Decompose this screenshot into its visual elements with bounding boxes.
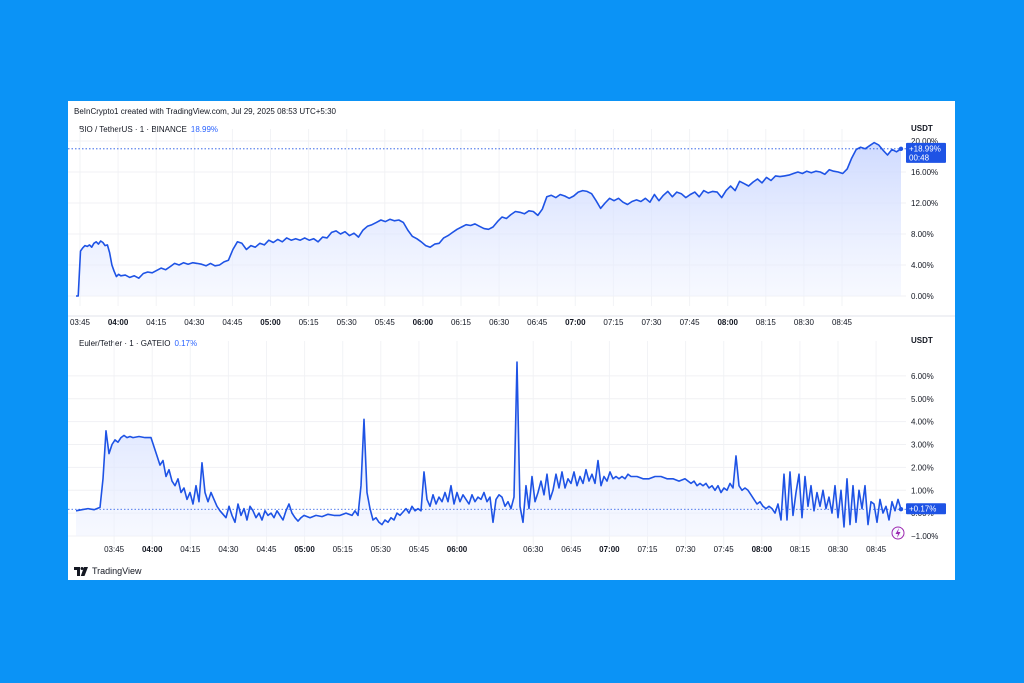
- bio-xtick-label-19: 08:30: [794, 318, 815, 327]
- bio-symbol: BIO / TetherUS · 1 · BINANCE: [79, 125, 187, 134]
- euler-xtick-label-15: 07:45: [714, 545, 735, 554]
- bio-last-point: [898, 146, 904, 152]
- euler-ytick-label-6: 5.00%: [911, 395, 934, 404]
- euler-ytick-label-7: 6.00%: [911, 372, 934, 381]
- euler-area: [76, 362, 901, 536]
- bio-xtick-label-8: 05:45: [375, 318, 396, 327]
- bio-series-line: [76, 141, 902, 297]
- euler-xtick-label-4: 04:45: [256, 545, 277, 554]
- lightning-icon-glyph: [895, 528, 901, 538]
- bio-last-price-label: +18.99%: [909, 144, 941, 153]
- lightning-icon: [891, 526, 905, 540]
- bio-ytick-label-4: 16.00%: [911, 168, 938, 177]
- euler-xtick-label-12: 07:00: [599, 545, 620, 554]
- euler-xtick-label-3: 04:30: [218, 545, 239, 554]
- bio-xtick-label-10: 06:15: [451, 318, 472, 327]
- bio-last-price-box: [906, 142, 946, 163]
- euler-xtick-label-14: 07:30: [676, 545, 697, 554]
- bio-area: [76, 142, 901, 296]
- tradingview-logo: TradingView: [74, 566, 142, 576]
- bio-change: 18.99%: [190, 125, 219, 134]
- bio-xtick-label-2: 04:15: [146, 318, 167, 327]
- euler-xtick-label-2: 04:15: [180, 545, 201, 554]
- bio-xtick-label-5: 05:00: [260, 318, 281, 327]
- bio-ytick-label-0: 0.00%: [911, 292, 934, 301]
- bio-ytick-label-2: 8.00%: [911, 230, 934, 239]
- euler-xtick-label-10: 06:30: [523, 545, 544, 554]
- bio-xtick-label-18: 08:15: [756, 318, 777, 327]
- chart-card: BeInCrypto1 created with TradingView.com…: [68, 101, 955, 580]
- euler-xtick-label-16: 08:00: [752, 545, 773, 554]
- euler-ytick-label-3: 2.00%: [911, 463, 934, 472]
- euler-xtick-label-1: 04:00: [142, 545, 163, 554]
- bio-xtick-label-17: 08:00: [717, 318, 738, 327]
- bio-countdown-label: 00:48: [909, 153, 930, 162]
- euler-xtick-label-0: 03:45: [104, 545, 125, 554]
- bio-xtick-label-1: 04:00: [108, 318, 129, 327]
- euler-xtick-label-5: 05:00: [294, 545, 315, 554]
- bio-xtick-label-9: 06:00: [413, 318, 434, 327]
- euler-xtick-label-9: 06:00: [447, 545, 468, 554]
- bio-xtick-label-6: 05:15: [299, 318, 320, 327]
- bio-xtick-label-4: 04:45: [222, 318, 243, 327]
- bio-ytick-label-1: 4.00%: [911, 261, 934, 270]
- euler-last-point: [898, 507, 904, 512]
- bio-xtick-label-0: 03:45: [70, 318, 91, 327]
- bio-xtick-label-12: 06:45: [527, 318, 548, 327]
- bio-xtick-label-11: 06:30: [489, 318, 510, 327]
- tradingview-brand: TradingView: [92, 566, 142, 576]
- bio-xtick-label-7: 05:30: [337, 318, 358, 327]
- euler-xtick-label-8: 05:45: [409, 545, 430, 554]
- euler-series-line: [75, 361, 902, 528]
- euler-symbol-legend: Euler/Tether · 1 · GATEIO 0.17%: [79, 339, 197, 348]
- credit-text: BeInCrypto1 created with TradingView.com…: [74, 107, 337, 116]
- euler-unit-label: USDT: [911, 336, 933, 345]
- euler-xtick-label-17: 08:15: [790, 545, 811, 554]
- bio-xtick-label-14: 07:15: [603, 318, 624, 327]
- bio-xtick-label-16: 07:45: [680, 318, 701, 327]
- euler-xtick-label-18: 08:30: [828, 545, 849, 554]
- euler-xtick-label-11: 06:45: [561, 545, 582, 554]
- bio-xtick-label-15: 07:30: [641, 318, 662, 327]
- bio-unit-label: USDT: [911, 124, 933, 133]
- euler-xtick-label-13: 07:15: [637, 545, 658, 554]
- euler-xtick-label-7: 05:30: [371, 545, 392, 554]
- bio-panel: 0.00% 4.00% 8.00% 12.00% 16.00% 20.00% USDT +18…: [68, 124, 946, 327]
- euler-last-price-label: +0.17%: [909, 505, 936, 514]
- euler-xtick-label-19: 08:45: [866, 545, 887, 554]
- euler-symbol: Euler/Tether · 1 · GATEIO: [79, 339, 171, 348]
- chart-svg[interactable]: 0.00% 4.00% 8.00% 12.00% 16.00% 20.00% USDT +18…: [68, 101, 955, 580]
- bio-xtick-label-3: 04:30: [184, 318, 205, 327]
- euler-ytick-label-2: 1.00%: [911, 486, 934, 495]
- euler-ytick-label-5: 4.00%: [911, 418, 934, 427]
- euler-ytick-label-0: −1.00%: [911, 532, 938, 541]
- tradingview-icon: [74, 566, 88, 576]
- bio-xtick-label-13: 07:00: [565, 318, 586, 327]
- bio-ytick-label-5: 20.00%: [911, 137, 938, 146]
- euler-last-price-box: [906, 503, 946, 515]
- euler-xtick-label-6: 05:15: [333, 545, 354, 554]
- bio-xtick-label-20: 08:45: [832, 318, 853, 327]
- euler-ytick-label-4: 3.00%: [911, 441, 934, 450]
- euler-panel: −1.00%0.00%1.00%2.00%3.00%4.00%5.00%6.00…: [68, 336, 946, 554]
- euler-change: 0.17%: [174, 339, 198, 348]
- bio-ytick-label-3: 12.00%: [911, 199, 938, 208]
- bio-symbol-legend: BIO / TetherUS · 1 · BINANCE 18.99%: [79, 125, 218, 134]
